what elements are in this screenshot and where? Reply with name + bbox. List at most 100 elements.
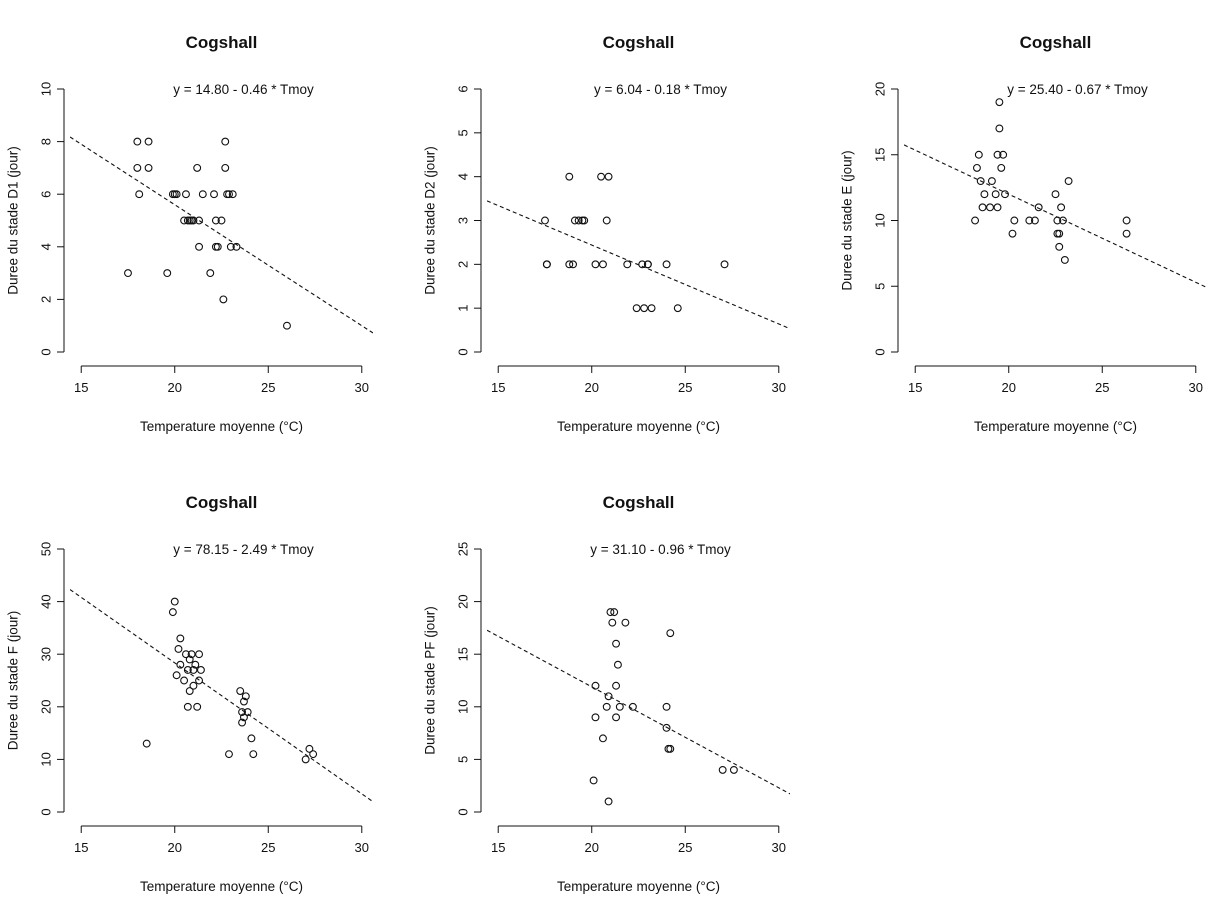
data-point [238,718,247,727]
data-point [662,702,671,711]
data-point [591,681,600,690]
y-tick-label: 4 [456,173,471,180]
y-tick-label: 10 [39,752,54,766]
data-point [997,163,1006,172]
data-point [189,666,198,674]
regression-equation: y = 78.15 - 2.49 * Tmoy [173,542,314,557]
data-point [673,304,682,313]
data-point [309,750,318,759]
data-point [591,260,600,269]
data-point [172,671,181,680]
y-tick-label: 20 [456,594,471,608]
regression-line [70,589,373,803]
x-tick-label: 25 [1095,380,1109,395]
data-point [1122,216,1131,225]
y-tick-label: 2 [456,261,471,268]
x-axis-label: Temperature moyenne (°C) [140,419,303,434]
data-point [565,172,574,181]
data-point [182,650,190,659]
data-point [176,634,185,643]
y-tick-label: 25 [456,542,471,556]
data-point [666,744,675,753]
y-tick-label: 10 [873,213,888,227]
regression-line [487,629,790,795]
data-point [239,713,248,722]
data-point [602,216,611,225]
data-point [591,713,600,722]
y-tick-label: 6 [456,85,471,92]
data-point [1060,256,1069,264]
x-tick-label: 15 [74,840,88,855]
data-point [599,260,607,269]
data-point [597,172,606,181]
x-tick-label: 15 [74,380,88,395]
data-point [621,618,630,627]
data-point [980,190,989,199]
data-point [628,702,637,711]
data-point [191,660,200,669]
data-point [974,150,983,159]
data-point [608,618,617,627]
data-point [187,650,196,659]
y-axis-label: Duree du stade F (jour) [6,611,21,751]
data-point [247,734,256,743]
y-tick-label: 30 [39,647,54,661]
data-point [720,260,729,269]
data-point [612,639,621,648]
y-tick-label: 0 [39,348,54,355]
data-point [305,744,314,753]
data-point [999,150,1008,159]
y-tick-label: 10 [39,82,54,96]
data-point [1034,203,1043,212]
data-point [198,190,207,199]
y-tick-label: 15 [456,647,471,661]
y-tick-label: 40 [39,594,54,608]
data-point [1057,203,1066,212]
data-point [144,163,153,172]
chart-panel-5: Cogshall y = 31.10 - 0.96 * Tmoy 15 20 25 30 T… [423,493,790,894]
y-tick-label: 2 [39,296,54,303]
x-tick-label: 25 [261,380,275,395]
x-tick-label: 25 [261,840,275,855]
x-tick-label: 20 [585,380,599,395]
x-tick-label: 30 [1189,380,1203,395]
data-point [612,713,621,722]
data-point [180,676,189,685]
regression-line [904,144,1207,289]
data-point [565,260,574,269]
data-point [1030,216,1039,225]
y-tick-label: 3 [456,217,471,224]
chart-panel-3: Cogshall y = 25.40 - 0.67 * Tmoy 15 20 25 30 T… [840,33,1207,434]
data-point [301,755,310,764]
y-tick-label: 20 [39,700,54,714]
data-point [991,190,1000,199]
data-point [228,190,237,199]
data-point [976,177,985,186]
data-point [1059,216,1067,225]
data-point [978,203,987,212]
y-tick-label: 8 [39,138,54,145]
x-tick-label: 25 [678,380,692,395]
data-point [1025,216,1034,225]
data-point [718,765,727,774]
data-point [604,797,613,806]
data-point [249,750,258,759]
y-axis-label: Duree du stade D2 (jour) [423,146,438,295]
data-point [232,242,241,251]
x-tick-label: 20 [168,840,182,855]
x-tick-label: 30 [355,380,369,395]
data-point [986,203,994,212]
data-point [632,304,641,313]
data-point [225,190,233,199]
data-point [971,216,980,225]
data-point [236,687,245,695]
data-point [172,190,181,199]
data-point [647,304,656,313]
data-point [142,739,151,748]
data-point [604,692,613,701]
x-axis-label: Temperature moyenne (°C) [974,419,1137,434]
data-point [239,697,248,706]
y-tick-label: 6 [39,191,54,198]
